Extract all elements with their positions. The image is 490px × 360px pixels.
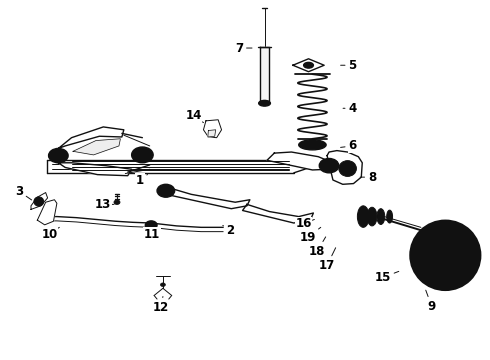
Text: 10: 10 [42, 227, 59, 241]
Ellipse shape [157, 184, 174, 197]
Polygon shape [293, 59, 324, 72]
Polygon shape [203, 120, 221, 138]
Ellipse shape [54, 153, 62, 158]
Ellipse shape [160, 283, 165, 287]
Text: 19: 19 [299, 227, 321, 244]
Ellipse shape [138, 151, 147, 158]
Polygon shape [327, 150, 362, 184]
Ellipse shape [132, 147, 153, 163]
Text: 3: 3 [15, 185, 32, 200]
Polygon shape [58, 163, 132, 176]
Text: 7: 7 [235, 41, 252, 54]
Text: 11: 11 [144, 227, 160, 241]
Ellipse shape [146, 221, 157, 229]
Text: 5: 5 [341, 59, 357, 72]
Ellipse shape [339, 161, 356, 176]
Text: 8: 8 [360, 171, 376, 184]
Ellipse shape [367, 207, 377, 226]
Ellipse shape [430, 262, 435, 267]
Text: 2: 2 [223, 224, 234, 238]
Ellipse shape [325, 163, 333, 168]
Ellipse shape [377, 209, 385, 225]
Polygon shape [260, 47, 269, 101]
Ellipse shape [387, 210, 392, 223]
Polygon shape [208, 130, 216, 137]
Ellipse shape [428, 237, 463, 273]
Ellipse shape [410, 220, 481, 290]
Text: 9: 9 [426, 290, 436, 313]
Text: 12: 12 [153, 297, 169, 314]
Ellipse shape [34, 197, 44, 206]
Ellipse shape [305, 142, 320, 148]
Text: 15: 15 [374, 271, 399, 284]
Ellipse shape [448, 268, 453, 273]
Polygon shape [58, 127, 124, 148]
Ellipse shape [304, 62, 314, 68]
Text: 1: 1 [136, 174, 147, 186]
Polygon shape [267, 152, 333, 170]
Ellipse shape [162, 188, 169, 193]
Ellipse shape [441, 250, 450, 260]
Polygon shape [31, 193, 48, 210]
Text: 17: 17 [319, 248, 336, 272]
Text: 13: 13 [95, 198, 114, 211]
Text: 4: 4 [343, 102, 357, 115]
Ellipse shape [259, 100, 270, 106]
Ellipse shape [357, 206, 369, 227]
Ellipse shape [49, 148, 68, 163]
Ellipse shape [319, 158, 339, 173]
Text: 14: 14 [186, 109, 203, 123]
Text: 18: 18 [309, 237, 326, 257]
Ellipse shape [459, 253, 464, 258]
Ellipse shape [448, 238, 453, 243]
Text: 16: 16 [295, 217, 315, 230]
Text: 6: 6 [341, 139, 357, 152]
Polygon shape [243, 204, 314, 223]
Polygon shape [163, 187, 250, 209]
Ellipse shape [430, 243, 435, 248]
Ellipse shape [114, 200, 120, 204]
Polygon shape [37, 200, 57, 225]
Ellipse shape [299, 140, 326, 150]
Polygon shape [73, 139, 121, 155]
